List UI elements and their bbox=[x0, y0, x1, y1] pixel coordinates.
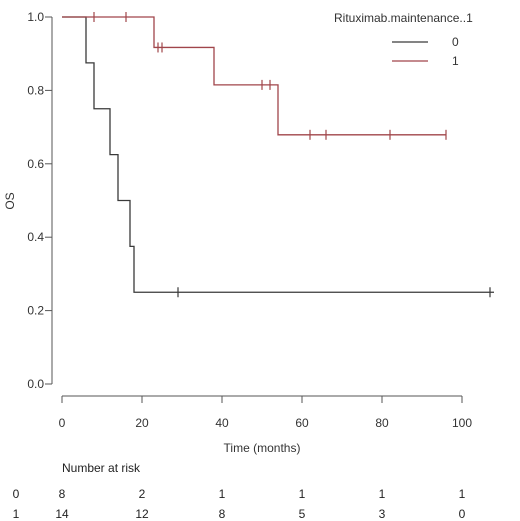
risk-count: 3 bbox=[379, 507, 386, 521]
risk-count: 1 bbox=[459, 487, 466, 501]
legend-title: Rituximab.maintenance..1 bbox=[334, 11, 473, 25]
risk-count: 14 bbox=[55, 507, 69, 521]
y-axis-label: OS bbox=[3, 192, 17, 209]
risk-count: 12 bbox=[135, 507, 149, 521]
y-tick-label: 0.0 bbox=[27, 377, 44, 391]
risk-count: 1 bbox=[379, 487, 386, 501]
risk-count: 2 bbox=[139, 487, 146, 501]
x-tick-label: 100 bbox=[452, 416, 472, 430]
y-tick-label: 0.8 bbox=[27, 83, 44, 97]
risk-count: 1 bbox=[219, 487, 226, 501]
risk-count: 8 bbox=[219, 507, 226, 521]
legend: Rituximab.maintenance..1 0 1 bbox=[334, 11, 473, 68]
km-curve-1 bbox=[62, 16, 446, 136]
x-tick-label: 40 bbox=[215, 416, 229, 430]
y-tick-label: 0.4 bbox=[27, 230, 44, 244]
x-tick-label: 0 bbox=[59, 416, 66, 430]
y-axis: 0.0 0.2 0.4 0.6 0.8 1.0 bbox=[27, 10, 53, 391]
risk-count: 1 bbox=[299, 487, 306, 501]
legend-entry-0: 0 bbox=[452, 35, 459, 49]
x-axis-label: Time (months) bbox=[224, 441, 301, 455]
risk-row-label: 1 bbox=[13, 507, 20, 521]
x-tick-label: 80 bbox=[375, 416, 389, 430]
risk-table: Number at risk 0 8 2 1 1 1 1 1 14 12 8 5 3 0 bbox=[13, 461, 466, 521]
x-axis: 0 20 40 60 80 100 bbox=[59, 395, 472, 430]
km-curve-0 bbox=[62, 16, 494, 293]
risk-count: 5 bbox=[299, 507, 306, 521]
risk-table-title: Number at risk bbox=[62, 461, 141, 475]
y-tick-label: 0.2 bbox=[27, 304, 44, 318]
x-tick-label: 20 bbox=[135, 416, 149, 430]
risk-count: 8 bbox=[59, 487, 66, 501]
risk-row-label: 0 bbox=[13, 487, 20, 501]
x-tick-label: 60 bbox=[295, 416, 309, 430]
risk-count: 0 bbox=[459, 507, 466, 521]
legend-entry-1: 1 bbox=[452, 54, 459, 68]
y-tick-label: 1.0 bbox=[27, 10, 44, 24]
survival-curves bbox=[62, 12, 494, 298]
y-tick-label: 0.6 bbox=[27, 157, 44, 171]
